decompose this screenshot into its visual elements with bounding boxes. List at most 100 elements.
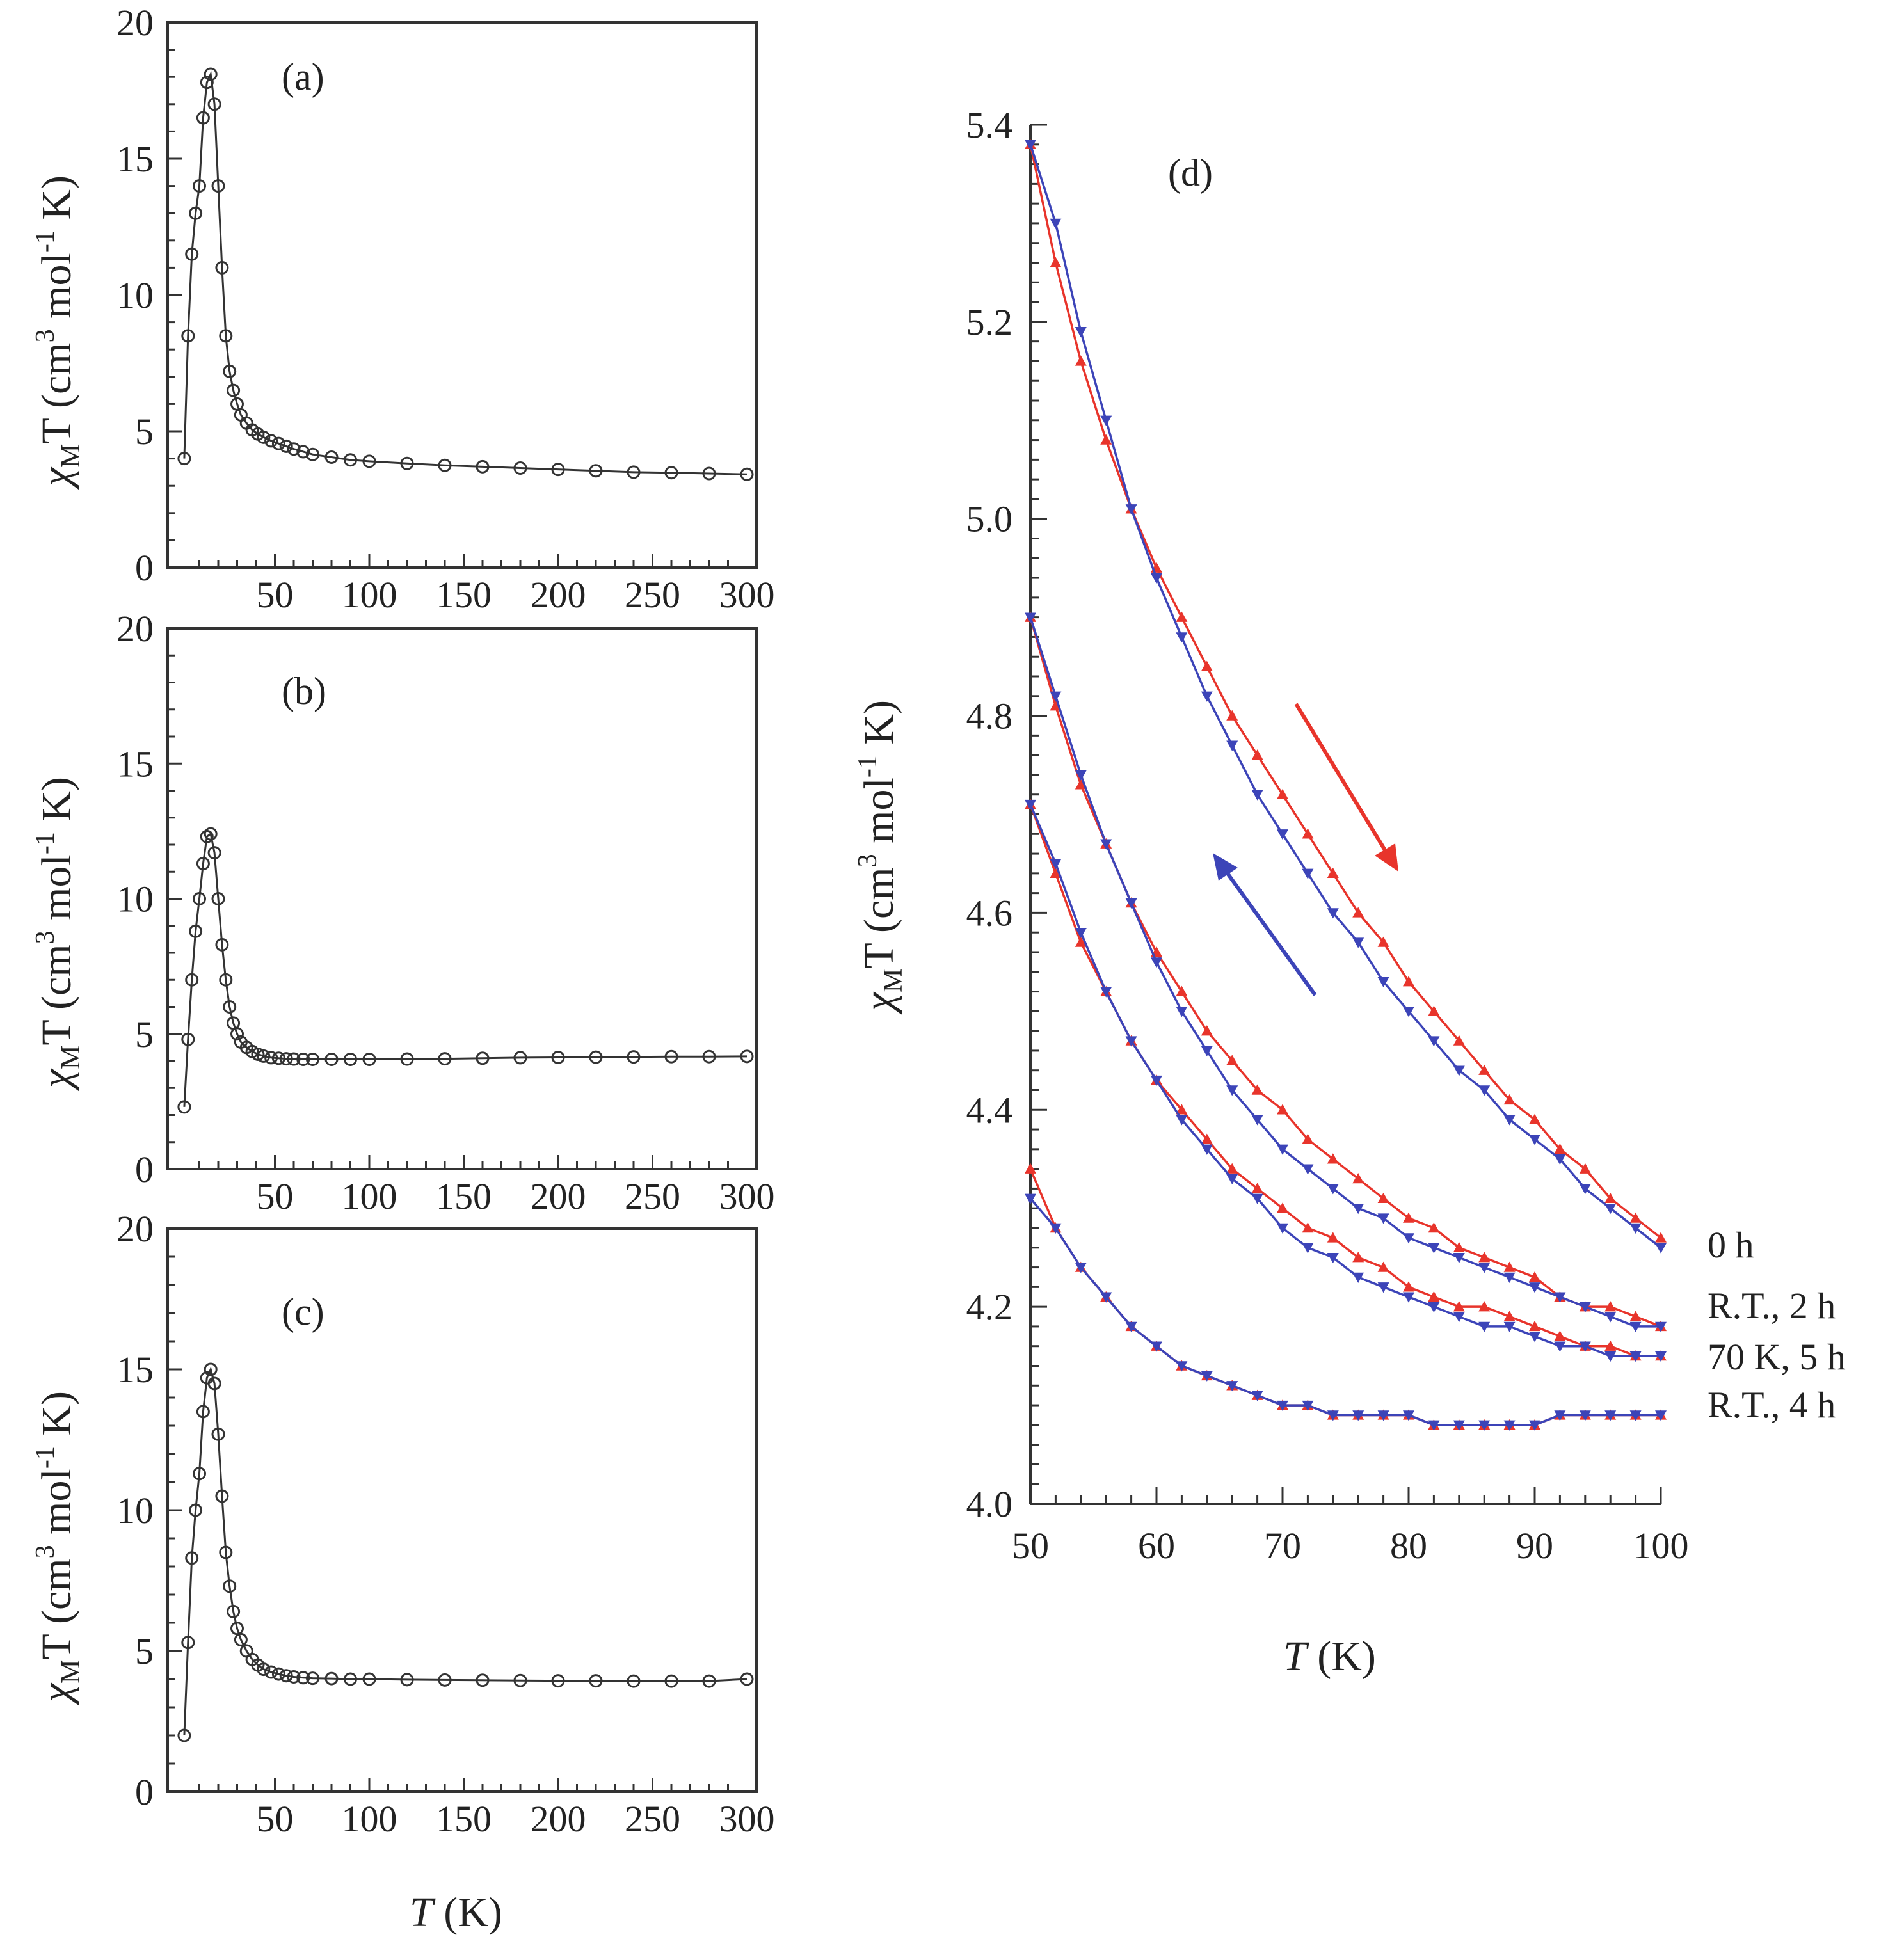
- a-data-point: [177, 452, 191, 466]
- b-x-tick-label: 150: [436, 1176, 492, 1217]
- a-data-point: [257, 430, 271, 444]
- b-data-point: [627, 1050, 641, 1064]
- series-r-t-2-h-cooling-point: [1176, 1007, 1188, 1017]
- a-data-point: [223, 364, 237, 378]
- c-data-point: [271, 1667, 285, 1681]
- a-data-point: [627, 465, 641, 479]
- b-series-line: [183, 832, 748, 1107]
- panel-d-xlabel-t: T: [1283, 1633, 1309, 1680]
- b-data-point: [740, 1049, 754, 1064]
- series-r-t-2-h-cooling-point: [1604, 1312, 1617, 1323]
- b-y-tick-label: 5: [135, 1014, 154, 1055]
- c-x-tick-label: 250: [625, 1798, 680, 1840]
- panel-d-ylabel-sup2: -1: [853, 755, 883, 777]
- series-r-t-2-h-cooling-point: [1352, 1204, 1364, 1215]
- panel-a-ylabel-sup: 3: [31, 329, 60, 342]
- c-series-line: [183, 1366, 748, 1736]
- c-data-point: [324, 1671, 339, 1686]
- c-y-tick-label: 10: [116, 1490, 154, 1531]
- c-data-point: [438, 1673, 452, 1687]
- a-y-tick-label: 15: [116, 138, 154, 180]
- panel-d-xlabel-unit: (K): [1307, 1633, 1376, 1680]
- series-r-t-2-h-heating-line: [1029, 617, 1661, 1328]
- series-0-h-heating-point: [1579, 1163, 1591, 1174]
- c-data-point: [181, 1636, 195, 1650]
- b-data-point: [264, 1051, 278, 1065]
- panel-b-ylabel-end: K): [33, 777, 80, 832]
- series-70-k-5-h-cooling-point: [1529, 1332, 1540, 1343]
- series-70-k-5-h-cooling-point: [1226, 1174, 1238, 1185]
- panel-b-ylabel-rest: T (cm: [33, 944, 80, 1045]
- series-0-h-cooling-point: [1075, 327, 1087, 338]
- c-y-tick-label: 5: [135, 1630, 154, 1672]
- series-r-t-2-h-cooling-point: [1453, 1252, 1465, 1264]
- panel-a-ylabel-end: K): [33, 175, 80, 230]
- series-70-k-5-h-heating-point: [1302, 1222, 1314, 1233]
- c-data-point: [211, 1427, 225, 1441]
- panel-b-label: (b): [282, 670, 326, 712]
- c-data-point: [627, 1674, 641, 1688]
- series-r-t-2-h-cooling-point: [1100, 839, 1112, 850]
- b-y-tick-label: 0: [135, 1149, 154, 1190]
- series-r-t-4-h-cooling-point: [1604, 1410, 1617, 1421]
- b-data-point: [251, 1047, 265, 1061]
- series-70-k-5-h-cooling-point: [1428, 1302, 1440, 1313]
- b-data-point: [207, 846, 221, 860]
- series-0-h-cooling-point: [1277, 829, 1288, 840]
- panel-d-legend: 0 h R.T., 2 h 70 K, 5 h R.T., 4 h: [1708, 1224, 1846, 1426]
- panel-c-xlabel: T (K): [410, 1889, 502, 1936]
- series-70-k-5-h-heating-point: [1478, 1301, 1491, 1312]
- series-70-k-5-h-heating-point: [1604, 1340, 1617, 1351]
- panel-b-ylabel-sup: 3: [31, 930, 60, 944]
- b-data-point: [189, 924, 203, 938]
- series-0-h-cooling-point: [1302, 868, 1314, 879]
- series-70-k-5-h-cooling-point: [1176, 1115, 1188, 1126]
- series-r-t-2-h-heating-point: [1478, 1252, 1491, 1263]
- panel-d-ylabel: χMT (cm3 mol-1 K): [853, 700, 908, 1015]
- series-0-h-cooling-point: [1403, 1007, 1414, 1017]
- b-data-point: [664, 1049, 678, 1064]
- series-70-k-5-h-cooling-point: [1377, 1282, 1389, 1293]
- series-r-t-2-h-cooling-point: [1655, 1321, 1667, 1332]
- d-y-tick-label: 4.4: [966, 1089, 1013, 1131]
- series-70-k-5-h-heating-point: [1251, 1183, 1263, 1193]
- series-0-h-cooling-point: [1554, 1154, 1566, 1165]
- d-y-tick-label: 5.2: [966, 301, 1013, 343]
- panel-b-ylabel-chi: χ: [33, 1068, 80, 1092]
- series-70-k-5-h-cooling-point: [1100, 987, 1112, 998]
- a-data-point: [287, 442, 301, 456]
- b-data-point: [204, 827, 218, 841]
- panel-d-ylabel-sup: 3: [853, 854, 883, 867]
- b-data-point: [589, 1050, 603, 1064]
- series-0-h-heating-point: [1251, 749, 1263, 760]
- panel-d-ticks: 4.0 4.2 4.4 4.6 4.8 5.0 5.2 5.4 50 60 70 80 90 100: [966, 104, 1689, 1566]
- series-70-k-5-h-heating-point: [1377, 1261, 1389, 1272]
- a-data-point: [279, 439, 293, 453]
- series-0-h-heating-point: [1226, 710, 1238, 721]
- series-r-t-2-h-cooling-point: [1075, 770, 1087, 781]
- c-data-point: [215, 1489, 229, 1503]
- d-x-tick-label: 100: [1633, 1525, 1689, 1566]
- series-r-t-4-h-cooling-point: [1075, 1263, 1087, 1273]
- series-0-h-cooling-point: [1377, 976, 1389, 988]
- legend-label-r-t-2-h: R.T., 2 h: [1708, 1285, 1836, 1327]
- series-r-t-2-h-heating-point: [1377, 1192, 1389, 1204]
- series-0-h-cooling-point: [1201, 691, 1213, 702]
- series-r-t-2-h-heating-point: [1302, 1133, 1314, 1144]
- series-0-h-cooling-point: [1151, 573, 1162, 584]
- series-70-k-5-h-cooling-point: [1655, 1351, 1667, 1362]
- series-r-t-2-h-heating-point: [1201, 1025, 1213, 1036]
- panel-d-label: (d): [1168, 152, 1213, 194]
- b-data-point: [324, 1052, 339, 1066]
- b-data-point: [219, 973, 233, 987]
- panel-b-ylabel-sup2: -1: [31, 832, 60, 854]
- series-0-h-heating-point: [1453, 1035, 1465, 1046]
- panel-c-xlabel-t: T: [410, 1889, 436, 1936]
- series-70-k-5-h-cooling-point: [1403, 1292, 1414, 1303]
- series-70-k-5-h-cooling-point: [1554, 1341, 1566, 1352]
- series-0-h-heating-point: [1100, 434, 1112, 445]
- series-0-h-cooling-point: [1453, 1065, 1465, 1076]
- c-y-tick-label: 0: [135, 1771, 154, 1813]
- series-0-h-cooling-point: [1226, 740, 1238, 751]
- series-70-k-5-h-heating-point: [1503, 1311, 1516, 1321]
